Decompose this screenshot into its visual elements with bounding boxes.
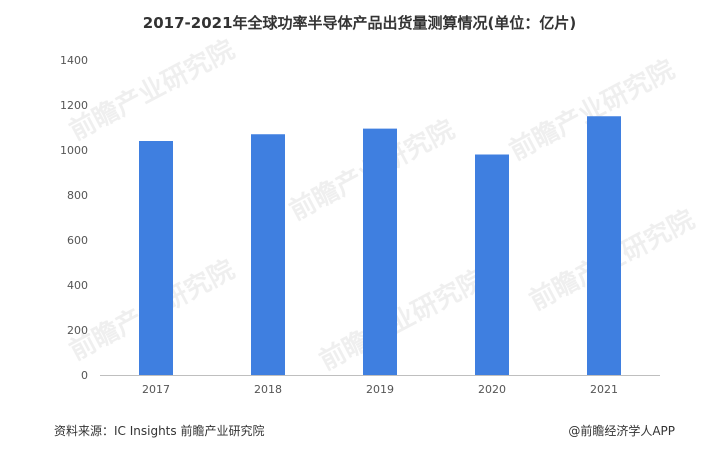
bar-2020: [475, 154, 509, 375]
credit-note: @前瞻经济学人APP: [568, 424, 675, 438]
bar-2021: [587, 116, 621, 375]
y-tick-label: 400: [67, 279, 88, 292]
y-tick-label: 600: [67, 234, 88, 247]
bar-2019: [363, 128, 397, 375]
source-note: 资料来源：IC Insights 前瞻产业研究院: [54, 424, 265, 438]
y-tick-label: 1200: [60, 99, 88, 112]
y-tick-label: 0: [81, 369, 88, 382]
x-tick-label: 2021: [590, 383, 618, 396]
y-axis-labels: 0 200 400 600 800 1000 1200 1400: [60, 54, 88, 382]
bar-2017: [139, 141, 173, 375]
x-tick-label: 2018: [254, 383, 282, 396]
x-tick-label: 2017: [142, 383, 170, 396]
y-tick-label: 1400: [60, 54, 88, 67]
x-tick-label: 2019: [366, 383, 394, 396]
chart-title: 2017-2021年全球功率半导体产品出货量测算情况(单位：亿片): [142, 14, 577, 32]
x-tick-label: 2020: [478, 383, 506, 396]
y-tick-label: 800: [67, 189, 88, 202]
x-axis-labels: 2017 2018 2019 2020 2021: [142, 383, 618, 396]
y-tick-label: 1000: [60, 144, 88, 157]
y-tick-label: 200: [67, 324, 88, 337]
bar-2018: [251, 134, 285, 375]
bars: [139, 116, 621, 375]
